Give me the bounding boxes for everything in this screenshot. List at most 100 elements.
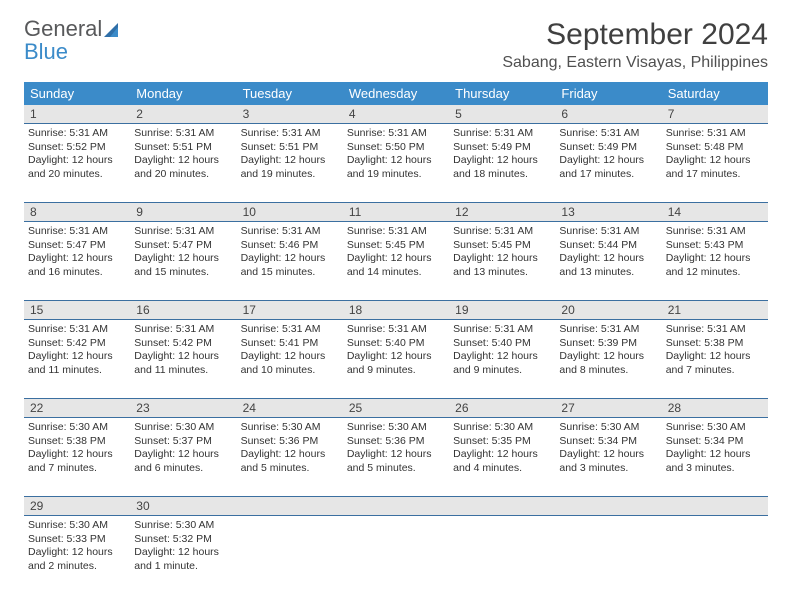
- sunrise-text: Sunrise: 5:30 AM: [134, 519, 232, 533]
- day-info: Sunrise: 5:30 AMSunset: 5:35 PMDaylight:…: [453, 421, 551, 476]
- day-number: 23: [130, 399, 236, 417]
- sunset-text: Sunset: 5:34 PM: [666, 435, 764, 449]
- sunset-text: Sunset: 5:39 PM: [559, 337, 657, 351]
- sunrise-text: Sunrise: 5:31 AM: [453, 127, 551, 141]
- day-info: Sunrise: 5:30 AMSunset: 5:38 PMDaylight:…: [28, 421, 126, 476]
- day-number: 6: [555, 105, 661, 123]
- day-info: Sunrise: 5:31 AMSunset: 5:49 PMDaylight:…: [559, 127, 657, 182]
- sunrise-text: Sunrise: 5:31 AM: [347, 323, 445, 337]
- week-row: Sunrise: 5:31 AMSunset: 5:42 PMDaylight:…: [24, 320, 768, 399]
- sunrise-text: Sunrise: 5:30 AM: [347, 421, 445, 435]
- sunrise-text: Sunrise: 5:31 AM: [28, 225, 126, 239]
- day-info: Sunrise: 5:31 AMSunset: 5:38 PMDaylight:…: [666, 323, 764, 378]
- sunrise-text: Sunrise: 5:30 AM: [666, 421, 764, 435]
- sunset-text: Sunset: 5:46 PM: [241, 239, 339, 253]
- sunrise-text: Sunrise: 5:31 AM: [134, 225, 232, 239]
- daylight-text: Daylight: 12 hours: [559, 350, 657, 364]
- sunset-text: Sunset: 5:38 PM: [28, 435, 126, 449]
- day-header: Saturday: [662, 82, 768, 105]
- day-number: 20: [555, 301, 661, 319]
- day-number: 7: [662, 105, 768, 123]
- sunrise-text: Sunrise: 5:31 AM: [666, 127, 764, 141]
- sunset-text: Sunset: 5:47 PM: [134, 239, 232, 253]
- day-number: 16: [130, 301, 236, 319]
- daylight-text: and 20 minutes.: [134, 168, 232, 182]
- day-info: Sunrise: 5:31 AMSunset: 5:40 PMDaylight:…: [347, 323, 445, 378]
- day-number: 8: [24, 203, 130, 221]
- day-cell: Sunrise: 5:31 AMSunset: 5:46 PMDaylight:…: [237, 222, 343, 300]
- daylight-text: Daylight: 12 hours: [347, 350, 445, 364]
- day-number: 12: [449, 203, 555, 221]
- day-info: Sunrise: 5:31 AMSunset: 5:50 PMDaylight:…: [347, 127, 445, 182]
- week-row: Sunrise: 5:30 AMSunset: 5:33 PMDaylight:…: [24, 516, 768, 594]
- sunrise-text: Sunrise: 5:30 AM: [241, 421, 339, 435]
- day-number: 5: [449, 105, 555, 123]
- day-cell: Sunrise: 5:31 AMSunset: 5:39 PMDaylight:…: [555, 320, 661, 398]
- day-cell: Sunrise: 5:31 AMSunset: 5:41 PMDaylight:…: [237, 320, 343, 398]
- week-row: Sunrise: 5:31 AMSunset: 5:52 PMDaylight:…: [24, 124, 768, 203]
- sunrise-text: Sunrise: 5:31 AM: [241, 127, 339, 141]
- day-header: Thursday: [449, 82, 555, 105]
- daylight-text: and 3 minutes.: [559, 462, 657, 476]
- day-cell: Sunrise: 5:31 AMSunset: 5:47 PMDaylight:…: [24, 222, 130, 300]
- daylight-text: Daylight: 12 hours: [28, 448, 126, 462]
- sunset-text: Sunset: 5:40 PM: [453, 337, 551, 351]
- sunrise-text: Sunrise: 5:31 AM: [134, 127, 232, 141]
- daylight-text: and 9 minutes.: [453, 364, 551, 378]
- sunset-text: Sunset: 5:45 PM: [347, 239, 445, 253]
- sunset-text: Sunset: 5:44 PM: [559, 239, 657, 253]
- day-cell: Sunrise: 5:31 AMSunset: 5:51 PMDaylight:…: [130, 124, 236, 202]
- daylight-text: Daylight: 12 hours: [347, 448, 445, 462]
- daylight-text: and 1 minute.: [134, 560, 232, 574]
- day-info: Sunrise: 5:31 AMSunset: 5:52 PMDaylight:…: [28, 127, 126, 182]
- day-number: 9: [130, 203, 236, 221]
- title-block: September 2024 Sabang, Eastern Visayas, …: [502, 18, 768, 72]
- day-info: Sunrise: 5:30 AMSunset: 5:34 PMDaylight:…: [666, 421, 764, 476]
- sunset-text: Sunset: 5:48 PM: [666, 141, 764, 155]
- day-cell: [555, 516, 661, 594]
- sunset-text: Sunset: 5:35 PM: [453, 435, 551, 449]
- daylight-text: Daylight: 12 hours: [134, 350, 232, 364]
- day-cell: Sunrise: 5:30 AMSunset: 5:36 PMDaylight:…: [237, 418, 343, 496]
- sunset-text: Sunset: 5:50 PM: [347, 141, 445, 155]
- daylight-text: and 5 minutes.: [241, 462, 339, 476]
- daylight-text: and 11 minutes.: [134, 364, 232, 378]
- daylight-text: Daylight: 12 hours: [28, 154, 126, 168]
- daylight-text: Daylight: 12 hours: [666, 154, 764, 168]
- daylight-text: and 19 minutes.: [241, 168, 339, 182]
- sunset-text: Sunset: 5:51 PM: [134, 141, 232, 155]
- brand-word2: Blue: [24, 39, 68, 64]
- day-info: Sunrise: 5:31 AMSunset: 5:41 PMDaylight:…: [241, 323, 339, 378]
- day-cell: Sunrise: 5:31 AMSunset: 5:45 PMDaylight:…: [343, 222, 449, 300]
- day-cell: Sunrise: 5:31 AMSunset: 5:42 PMDaylight:…: [24, 320, 130, 398]
- day-info: Sunrise: 5:31 AMSunset: 5:46 PMDaylight:…: [241, 225, 339, 280]
- day-cell: Sunrise: 5:31 AMSunset: 5:48 PMDaylight:…: [662, 124, 768, 202]
- sunrise-text: Sunrise: 5:31 AM: [559, 225, 657, 239]
- day-header: Sunday: [24, 82, 130, 105]
- brand-logo: General Blue: [24, 18, 124, 63]
- daylight-text: Daylight: 12 hours: [28, 546, 126, 560]
- day-cell: Sunrise: 5:31 AMSunset: 5:52 PMDaylight:…: [24, 124, 130, 202]
- daylight-text: Daylight: 12 hours: [241, 252, 339, 266]
- day-info: Sunrise: 5:31 AMSunset: 5:39 PMDaylight:…: [559, 323, 657, 378]
- daylight-text: Daylight: 12 hours: [241, 350, 339, 364]
- day-cell: Sunrise: 5:31 AMSunset: 5:47 PMDaylight:…: [130, 222, 236, 300]
- day-number: 15: [24, 301, 130, 319]
- day-number: 1: [24, 105, 130, 123]
- brand-text: General Blue: [24, 18, 124, 63]
- sunrise-text: Sunrise: 5:31 AM: [28, 127, 126, 141]
- header: General Blue September 2024 Sabang, East…: [24, 18, 768, 72]
- day-info: Sunrise: 5:30 AMSunset: 5:33 PMDaylight:…: [28, 519, 126, 574]
- sunrise-text: Sunrise: 5:30 AM: [559, 421, 657, 435]
- day-cell: Sunrise: 5:30 AMSunset: 5:33 PMDaylight:…: [24, 516, 130, 594]
- sunset-text: Sunset: 5:45 PM: [453, 239, 551, 253]
- day-number: 25: [343, 399, 449, 417]
- daynum-row: 22232425262728: [24, 399, 768, 418]
- day-info: Sunrise: 5:30 AMSunset: 5:32 PMDaylight:…: [134, 519, 232, 574]
- day-cell: [237, 516, 343, 594]
- day-number: [237, 497, 343, 515]
- day-number: 13: [555, 203, 661, 221]
- daylight-text: and 18 minutes.: [453, 168, 551, 182]
- sunrise-text: Sunrise: 5:31 AM: [134, 323, 232, 337]
- sunrise-text: Sunrise: 5:31 AM: [666, 323, 764, 337]
